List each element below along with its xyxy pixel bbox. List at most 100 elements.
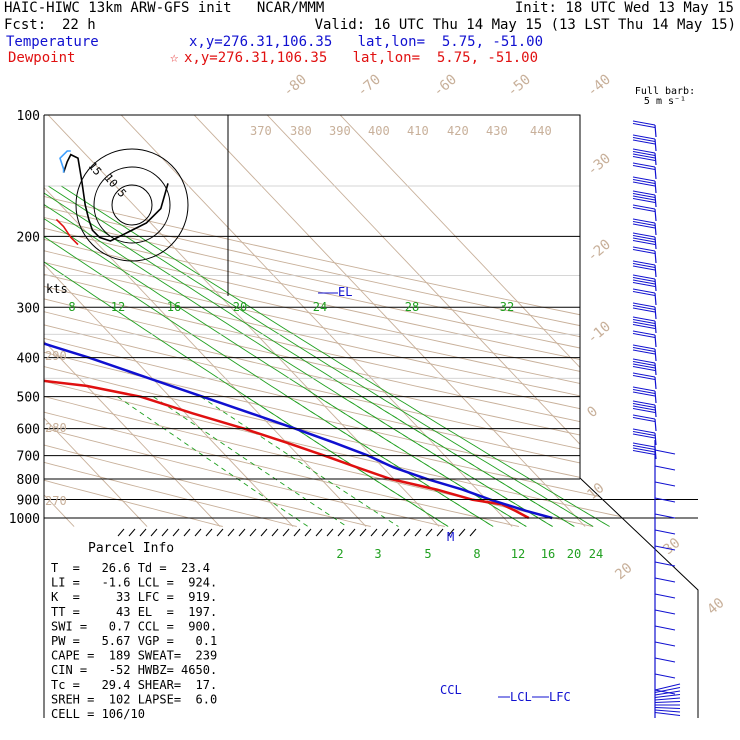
freezing-hatch [348, 528, 356, 537]
isotherm [0, 115, 1, 527]
temperature-location: x,y=276.31,106.35 lat,lon= 5.75, -51.00 [189, 34, 544, 50]
mixing-ratio-line-lower [287, 396, 494, 527]
freezing-hatch [458, 528, 466, 537]
mixing-ratio-label: 5 [424, 547, 431, 561]
wind-barb-flag [632, 156, 656, 161]
wind-barb-flag [632, 223, 656, 229]
wind-barb [654, 657, 676, 663]
theta-label: 290 [45, 349, 67, 363]
pressure-tick-label: 500 [17, 391, 40, 406]
wind-barb-flag [632, 193, 656, 198]
freezing-hatch [447, 528, 455, 537]
wind-barb [654, 697, 681, 701]
isotherm-label: 20 [612, 560, 635, 583]
wind-barb-flag [632, 316, 656, 322]
wind-barb-flag [632, 218, 656, 224]
dry-adiabat [44, 115, 223, 527]
wind-barb-flag [632, 386, 656, 392]
wind-barb-flag [632, 195, 656, 201]
wind-barb-flag [632, 445, 656, 450]
dewpoint-profile [44, 115, 530, 520]
mixing-ratio-line-lower [361, 396, 575, 527]
wind-barb [654, 418, 657, 432]
wind-barb [654, 362, 657, 376]
parcel-info-row: SREH = 102 LAPSE= 6.0 [51, 692, 217, 706]
dry-adiabat [44, 115, 698, 527]
dry-adiabat [44, 115, 698, 527]
mixing-ratio-label: 8 [68, 300, 75, 314]
dry-adiabat [44, 115, 445, 527]
wind-barb [654, 529, 676, 535]
wind-barb [654, 497, 676, 503]
wind-barb-flag [632, 408, 656, 413]
forecast-hour: 22 h [62, 17, 96, 33]
wind-barb [654, 278, 657, 292]
mixing-ratio-line [47, 185, 594, 527]
wind-barb [654, 481, 676, 487]
dry-adiabat [44, 115, 698, 527]
wind-barb-flag [632, 274, 656, 280]
wind-barb-flag [632, 405, 656, 411]
wind-barb [654, 194, 657, 208]
isotherm [120, 115, 513, 527]
freezing-hatch [260, 528, 268, 537]
wind-barb [654, 449, 676, 455]
pressure-tick-label: 800 [17, 473, 40, 488]
wind-barb-flag [632, 428, 656, 434]
theta-label: 430 [486, 124, 508, 138]
mixing-ratio-label: 16 [541, 547, 555, 561]
wind-barb-flag [632, 375, 656, 380]
mixing-ratio-label: 24 [313, 300, 327, 314]
pressure-tick-label: 600 [17, 423, 40, 438]
forecast-label: Fcst: [4, 17, 47, 33]
ccl-marker: CCL [440, 683, 462, 697]
wind-barb-flag [632, 232, 656, 238]
wind-barb [654, 334, 657, 348]
parcel-info-row: CAPE = 189 SWEAT= 239 [51, 649, 217, 663]
wind-barb [654, 306, 657, 320]
mixing-ratio-label: 16 [167, 300, 181, 314]
wind-barb-flag [632, 137, 656, 142]
theta-label: 410 [407, 124, 429, 138]
freezing-hatch [315, 528, 323, 537]
wind-barb-flag [632, 433, 656, 439]
wind-barb [654, 689, 676, 695]
dry-adiabat [44, 115, 698, 527]
isotherm-label: -50 [504, 72, 534, 101]
isotherm-label: -60 [430, 72, 460, 101]
wind-barb-flag [632, 361, 656, 366]
isotherm [193, 115, 586, 527]
dry-adiabat [44, 115, 698, 527]
wind-barb-flag [632, 277, 656, 282]
wind-barb-flag [632, 260, 656, 266]
freezing-hatch [403, 528, 411, 537]
wind-barb [654, 166, 657, 180]
freezing-hatch [205, 528, 213, 537]
wind-barb-flag [632, 324, 656, 329]
isotherm-label: -40 [584, 72, 614, 101]
valid-time: Valid: 16 UTC Thu 14 May 15 (13 LST Thu … [314, 17, 736, 33]
parcel-info-row: SWI = 0.7 CCL = 900. [51, 619, 217, 633]
wind-barb [654, 208, 657, 222]
theta-label: 380 [290, 124, 312, 138]
mixing-ratio-label: 12 [111, 300, 125, 314]
wind-barb [654, 545, 676, 551]
wind-barb-flag [632, 414, 656, 420]
parcel-info-row: TT = 43 EL = 197. [51, 605, 217, 619]
freezing-hatch [337, 528, 345, 537]
parcel-info-row: PW = 5.67 VGP = 0.1 [51, 634, 217, 648]
parcel-info-title: Parcel Info [88, 541, 174, 556]
wind-barb-flag [632, 235, 656, 240]
dry-adiabat [44, 115, 297, 527]
mixing-ratio-line-lower [200, 396, 399, 527]
mixing-ratio-label: 12 [511, 547, 525, 561]
wind-barb-flag [632, 134, 656, 140]
wind-barb-flag [632, 442, 656, 448]
init-time: Init: 18 UTC Wed 13 May 15 [514, 0, 734, 16]
freezing-hatch [326, 528, 334, 537]
wind-barb-flag [632, 249, 656, 254]
pressure-tick-label: 700 [17, 450, 40, 465]
pressure-tick-label: 100 [17, 109, 40, 124]
wind-barb-flag [632, 366, 656, 371]
